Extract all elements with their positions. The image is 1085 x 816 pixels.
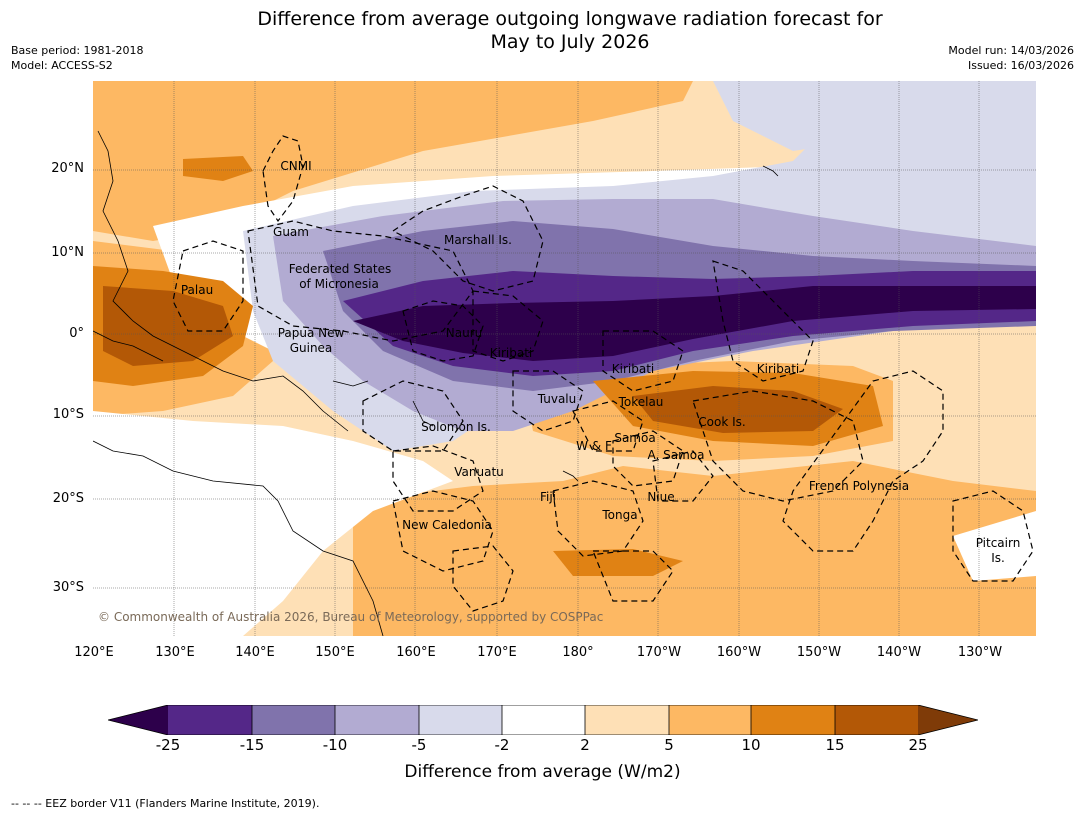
place-french-polynesia: French Polynesia [808,479,910,493]
copyright-notice: © Commonwealth of Australia 2026, Bureau… [98,610,604,624]
place-fsm-line-2: of Micronesia [299,277,379,291]
place-cnmi: CNMI [280,159,312,173]
place-kiribati-west: Kiribati [489,346,533,360]
place-solomon-islands: Solomon Is. [421,420,491,434]
colorbar-tick: -15 [239,736,265,754]
title-line-1: Difference from average outgoing longwav… [257,8,883,30]
place-marshall-islands: Marshall Is. [444,233,512,247]
colorbar-tick: 10 [741,736,761,754]
eez-legend-note: -- -- -- EEZ border V11 (Flanders Marine… [11,797,320,810]
place-tuvalu: Tuvalu [537,392,577,406]
place-tokelau: Tokelau [618,395,664,409]
colorbar-tick: -10 [322,736,348,754]
anomaly-band-neutral-west [93,411,453,636]
colorbar-svg [107,704,979,736]
anomaly-band-10-15-south [553,549,683,576]
x-tick-label: 120°E [74,645,114,660]
x-tick-label: 180° [562,645,594,660]
colorbar [107,704,979,736]
colorbar-tick: -2 [494,736,510,754]
model-run: Model run: 14/03/2026 [948,44,1074,57]
y-tick-label: 20°N [51,161,84,176]
chart-title: Difference from average outgoing longwav… [0,8,1085,54]
y-tick-label: 10°S [52,407,84,422]
x-tick-label: 170°E [477,645,517,660]
anomaly-band-5-10-south [353,461,1036,636]
colorbar-tick: 15 [825,736,845,754]
anomaly-band-15-25-west [103,286,233,366]
anomaly-map [93,81,1036,636]
graticule [93,81,1036,636]
place-american-samoa: A. Samoa [647,448,705,462]
anomaly-band-neutral-east [953,511,1036,581]
x-tick-label: 130°E [155,645,195,660]
place-kiribati-central: Kiribati [611,362,655,376]
anomaly-band-10-15-north [183,156,253,181]
x-tick-label: 170°W [636,645,682,660]
colorbar-tick: 2 [580,736,590,754]
x-tick-label: 160°W [716,645,762,660]
colorbar-tick: -5 [411,736,427,754]
place-guam: Guam [273,225,309,239]
colorbar-swatch [751,705,835,735]
place-niue: Niue [647,490,675,504]
place-tonga: Tonga [602,508,638,522]
colorbar-swatch [835,705,918,735]
place-png-line-1: Papua New [277,326,345,340]
anomaly-band-15-25-central [633,386,843,433]
colorbar-label: Difference from average (W/m2) [404,762,681,782]
place-samoa: Samoa [614,431,656,445]
x-tick-label: 150°W [796,645,842,660]
place-fsm-line-1: Federated States [288,262,392,276]
place-nauru: Nauru [445,326,483,340]
y-tick-label: 10°N [51,245,84,260]
base-period: Base period: 1981-2018 [11,44,144,57]
colorbar-swatch [335,705,419,735]
model-name: Model: ACCESS-S2 [11,59,113,72]
colorbar-swatch [252,705,335,735]
colorbar-swatch [419,705,502,735]
title-line-2: May to July 2026 [490,31,650,53]
colorbar-swatch-min [108,705,168,735]
place-cook-islands: Cook Is. [698,415,746,429]
x-tick-label: 150°E [315,645,355,660]
colorbar-swatch [585,705,669,735]
eez-borders [172,135,1034,612]
y-tick-label: 0° [69,326,84,341]
anomaly-band-5-10-north [93,81,693,241]
place-wallis-futuna: W & F [576,439,612,453]
issued-date: Issued: 16/03/2026 [967,59,1074,72]
place-pitcairn-line-1: Pitcairn [975,536,1021,550]
place-new-caledonia: New Caledonia [402,518,492,532]
x-tick-label: 160°E [396,645,436,660]
x-tick-label: 140°E [235,645,275,660]
colorbar-swatch-max [918,705,978,735]
place-palau: Palau [180,283,214,297]
colorbar-tick: 25 [908,736,928,754]
x-tick-label: 130°W [957,645,1003,660]
map-panel: CNMI Guam Marshall Is. Federated States … [93,81,1036,636]
colorbar-swatch [669,705,751,735]
colorbar-swatch [502,705,585,735]
x-tick-label: 140°W [876,645,922,660]
coastlines [93,130,779,636]
colorbar-tick: 5 [664,736,674,754]
anomaly-band-neg-2-5-top [713,81,1036,151]
place-kiribati-east: Kiribati [756,362,800,376]
colorbar-tick: -25 [155,736,181,754]
meta-left: Base period: 1981-2018 Model: ACCESS-S2 [11,43,143,73]
place-png-line-2: Guinea [289,341,333,355]
place-vanuatu: Vanuatu [454,465,504,479]
y-tick-label: 30°S [52,580,84,595]
y-tick-label: 20°S [52,491,84,506]
meta-right: Model run: 14/03/2026 Issued: 16/03/2026 [948,43,1074,73]
place-fiji: Fiji [539,490,557,504]
colorbar-swatch [168,705,252,735]
place-pitcairn-line-2: Is. [991,551,1005,565]
